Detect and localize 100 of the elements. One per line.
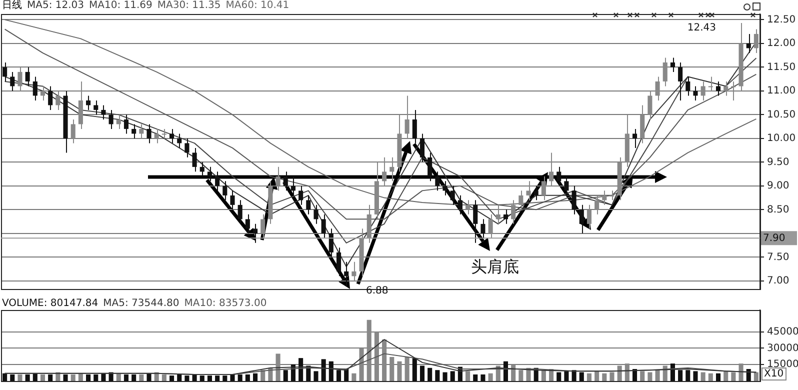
annotation: 12.43	[687, 22, 716, 34]
candlestick	[344, 261, 349, 288]
y-tick-label: 12.50	[767, 14, 796, 26]
candlestick	[321, 214, 326, 239]
candlestick	[70, 118, 76, 144]
candlestick	[177, 133, 182, 148]
candlestick	[314, 204, 318, 224]
bar	[564, 371, 569, 381]
text: X10	[764, 368, 784, 380]
candlestick	[420, 133, 425, 163]
bar	[32, 373, 38, 381]
y-tick-label: 7.00	[767, 276, 790, 287]
bar	[177, 374, 182, 381]
bar	[466, 371, 470, 381]
bar	[207, 376, 212, 381]
bar	[503, 361, 508, 381]
candlestick	[245, 214, 250, 234]
bar	[404, 356, 410, 381]
bar	[724, 371, 728, 381]
bar	[70, 374, 76, 381]
bar	[624, 364, 630, 381]
text: MA30: 11.35	[157, 0, 221, 11]
bar	[746, 368, 751, 381]
bar	[298, 358, 304, 381]
bar	[283, 370, 288, 381]
candlestick	[648, 90, 652, 120]
candlestick	[670, 57, 675, 72]
bar	[442, 372, 448, 381]
bar	[101, 373, 106, 381]
candlestick	[86, 95, 91, 110]
bar	[700, 372, 706, 381]
bar	[518, 370, 524, 381]
y-tick-label: 45000	[767, 326, 798, 338]
bar	[276, 354, 280, 381]
bar	[716, 373, 721, 381]
y-tick-label: 11.50	[767, 62, 796, 73]
candlestick	[18, 66, 22, 92]
candlestick	[108, 109, 114, 130]
candlestick	[700, 80, 706, 101]
text: MA10: 83573.00	[184, 298, 267, 309]
candlestick	[564, 176, 569, 196]
bar	[708, 373, 713, 381]
y-tick-label: 15000	[767, 359, 798, 370]
candlestick	[466, 200, 470, 215]
bar	[78, 373, 83, 381]
bar	[648, 372, 652, 381]
bar	[511, 364, 516, 381]
bar	[610, 372, 614, 381]
bar	[162, 374, 166, 381]
bar	[473, 374, 478, 381]
bar	[48, 374, 53, 381]
candlestick	[662, 57, 668, 87]
candlestick	[549, 152, 554, 186]
bar	[556, 372, 562, 381]
bar	[397, 361, 402, 381]
bar	[352, 373, 356, 381]
y-tick-label: 12.00	[767, 38, 796, 50]
candlestick	[435, 171, 440, 192]
candlestick	[488, 214, 493, 239]
candlestick	[496, 204, 500, 224]
bar	[480, 374, 486, 381]
text: MA5: 73544.80	[103, 298, 180, 309]
bar	[200, 376, 204, 381]
bar	[579, 372, 584, 381]
candlestick	[124, 114, 129, 134]
bar	[754, 372, 758, 381]
y-tick-label: 30000	[767, 342, 798, 354]
bar	[602, 373, 607, 381]
bar	[336, 370, 342, 381]
candlestick	[139, 124, 144, 139]
text: MA10: 11.69	[89, 0, 152, 11]
candlestick	[731, 80, 736, 101]
candlestick	[336, 247, 342, 277]
candlestick	[132, 124, 136, 139]
candlestick	[390, 156, 394, 182]
candlestick	[511, 200, 516, 224]
candlestick	[154, 128, 159, 144]
bar	[450, 371, 455, 381]
candlestick	[252, 223, 258, 244]
candlestick	[56, 90, 60, 110]
text: VOLUME: 80147.84	[2, 298, 98, 309]
bar	[86, 374, 91, 381]
candlestick	[200, 162, 204, 177]
bar	[678, 370, 683, 381]
y-tick-label: 10.50	[767, 109, 796, 120]
candlestick	[290, 176, 296, 196]
bar	[662, 366, 668, 381]
candlestick	[276, 166, 280, 192]
candlestick	[382, 156, 387, 186]
bar	[192, 374, 197, 381]
y-tick-label: 8.50	[767, 204, 790, 216]
text: MA5: 12.03	[27, 0, 84, 11]
candlestick	[503, 209, 508, 224]
bar	[314, 371, 318, 381]
bar	[184, 376, 190, 381]
candlestick	[412, 109, 417, 144]
candlestick	[238, 200, 242, 224]
candlestick	[534, 185, 538, 201]
y-tick-label: 7.50	[767, 252, 790, 263]
bar	[25, 374, 30, 381]
